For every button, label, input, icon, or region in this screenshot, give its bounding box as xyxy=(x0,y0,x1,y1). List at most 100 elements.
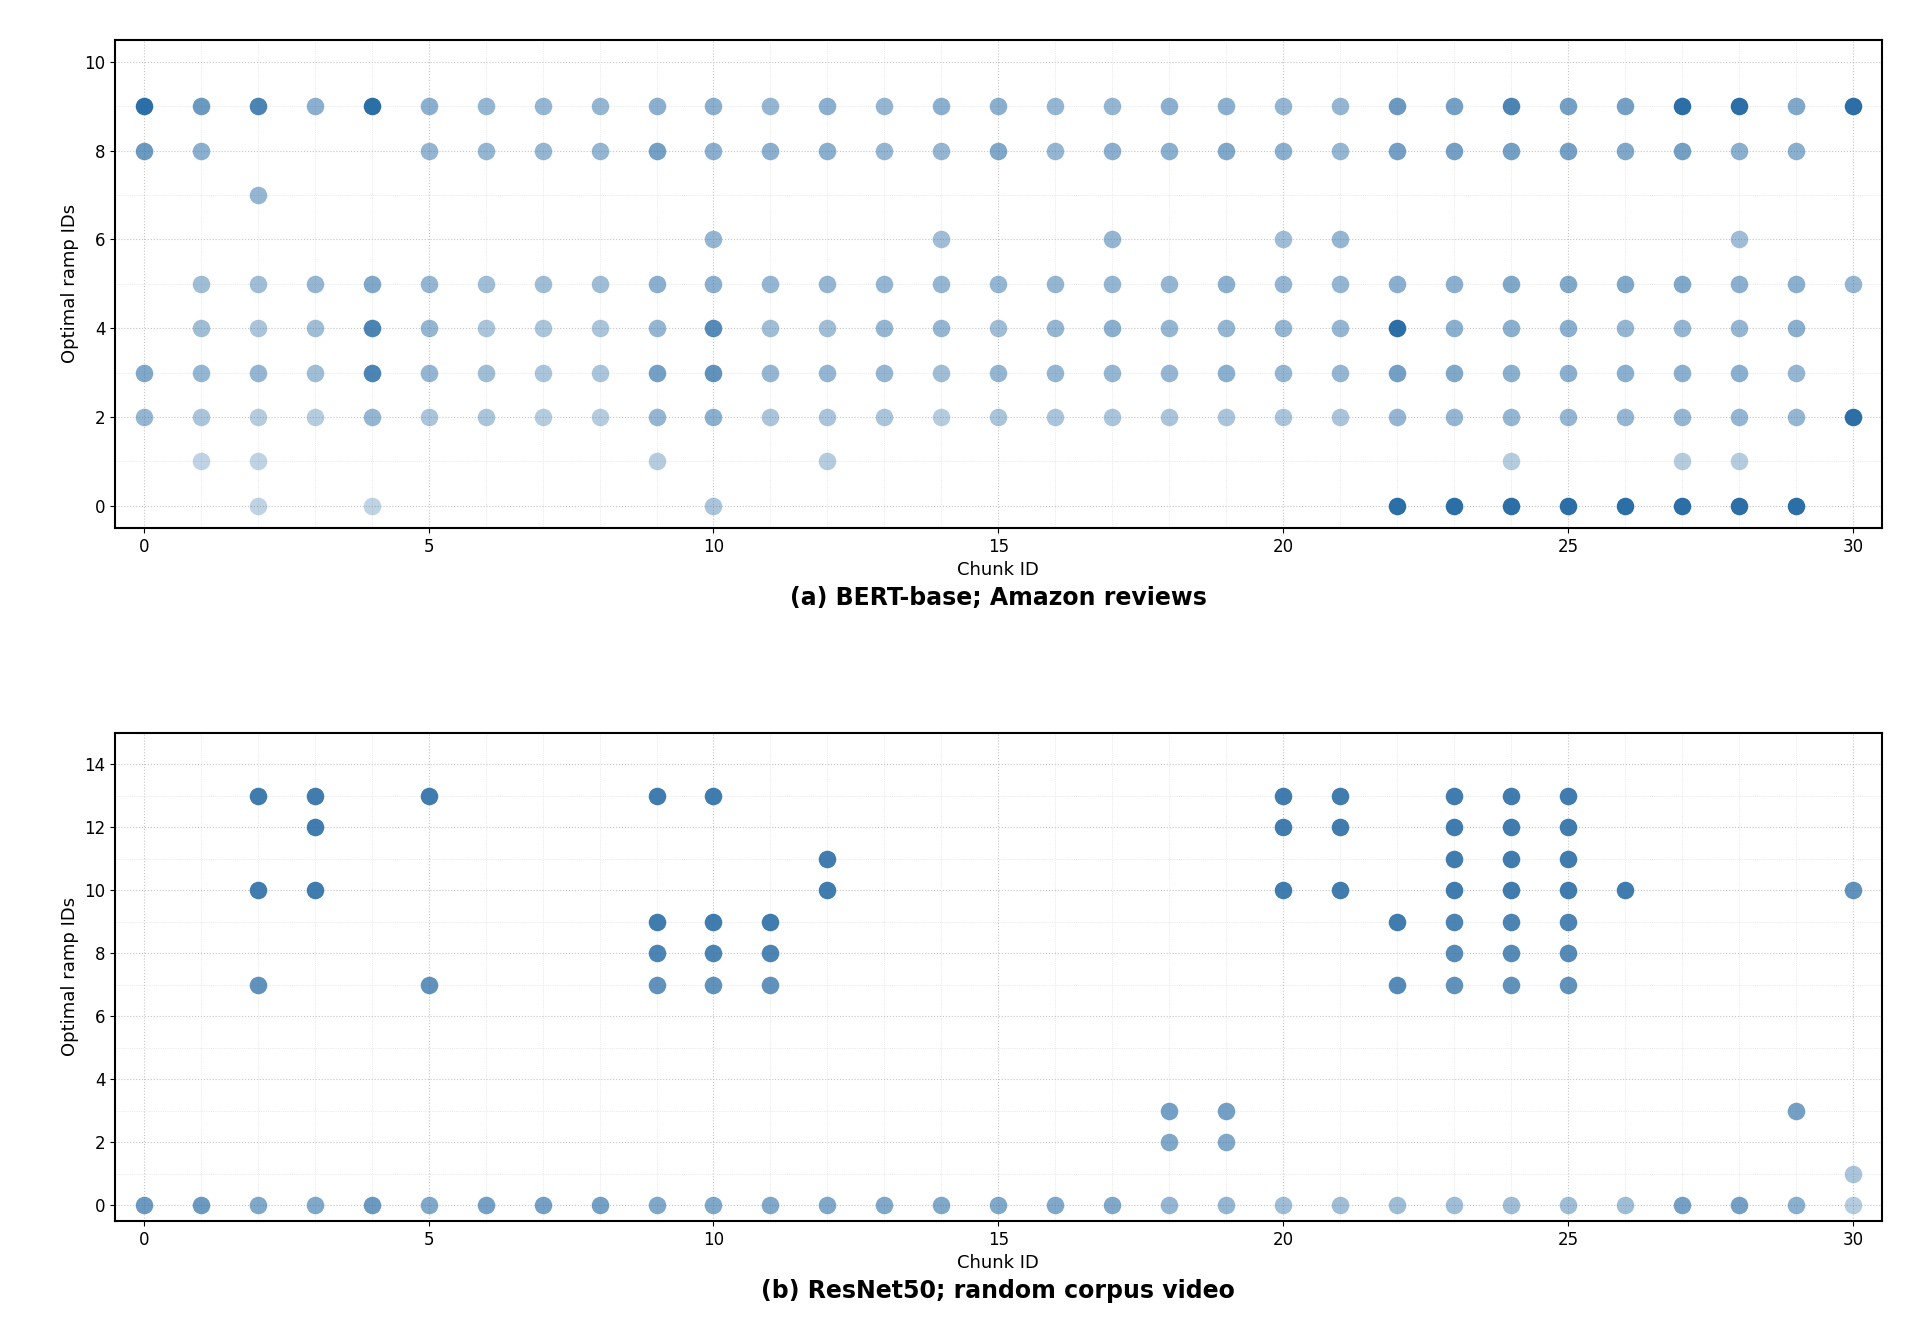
Point xyxy=(641,1194,672,1216)
Point xyxy=(1325,880,1356,901)
Point xyxy=(242,96,273,117)
Point xyxy=(1438,880,1469,901)
Point xyxy=(1438,942,1469,963)
Point xyxy=(641,912,672,933)
Point xyxy=(870,406,900,427)
Point xyxy=(1837,406,1868,427)
Point xyxy=(1096,1194,1127,1216)
Point xyxy=(242,406,273,427)
Point xyxy=(870,273,900,295)
Point xyxy=(413,362,444,384)
Point xyxy=(1154,1132,1185,1153)
Point xyxy=(1438,816,1469,837)
Point xyxy=(1041,317,1071,338)
Point xyxy=(129,1194,159,1216)
Point xyxy=(1382,406,1413,427)
Point xyxy=(242,786,273,807)
Point xyxy=(641,942,672,963)
Point xyxy=(300,816,330,837)
Point xyxy=(641,786,672,807)
Point xyxy=(1154,1100,1185,1121)
Point xyxy=(1667,406,1697,427)
Point xyxy=(1780,495,1811,516)
Point xyxy=(1325,406,1356,427)
Point xyxy=(1724,96,1755,117)
Point xyxy=(1724,317,1755,338)
Point xyxy=(755,1194,785,1216)
Point xyxy=(357,317,388,338)
Point xyxy=(1837,1162,1868,1184)
Point xyxy=(925,96,956,117)
Point xyxy=(1325,786,1356,807)
Point xyxy=(528,141,559,162)
Point xyxy=(699,228,730,249)
Point xyxy=(1496,880,1526,901)
Point xyxy=(1438,273,1469,295)
Point xyxy=(1553,1194,1584,1216)
Point xyxy=(1438,495,1469,516)
Point xyxy=(470,317,501,338)
Point xyxy=(1609,273,1640,295)
Point xyxy=(1553,880,1584,901)
Point xyxy=(1496,786,1526,807)
Point xyxy=(699,362,730,384)
Point xyxy=(1667,96,1697,117)
Point xyxy=(812,1194,843,1216)
Point xyxy=(755,273,785,295)
Point xyxy=(1724,228,1755,249)
Point xyxy=(1496,942,1526,963)
Point xyxy=(186,1194,217,1216)
Point xyxy=(186,141,217,162)
Point xyxy=(413,1194,444,1216)
Point xyxy=(1041,406,1071,427)
X-axis label: Chunk ID: Chunk ID xyxy=(958,561,1039,579)
Point xyxy=(1325,228,1356,249)
Point xyxy=(413,96,444,117)
Point xyxy=(1667,362,1697,384)
Point xyxy=(641,451,672,472)
Point xyxy=(1267,406,1298,427)
Point xyxy=(812,848,843,869)
Point xyxy=(1609,495,1640,516)
Point xyxy=(1780,96,1811,117)
Point xyxy=(1438,96,1469,117)
Point xyxy=(870,96,900,117)
Point xyxy=(1837,1194,1868,1216)
Point xyxy=(1382,273,1413,295)
Point xyxy=(470,141,501,162)
Point xyxy=(1553,141,1584,162)
Title: (a) BERT-base; Amazon reviews: (a) BERT-base; Amazon reviews xyxy=(789,585,1208,609)
Title: (b) ResNet50; random corpus video: (b) ResNet50; random corpus video xyxy=(762,1279,1235,1303)
Point xyxy=(983,362,1014,384)
Point xyxy=(641,317,672,338)
Point xyxy=(1553,848,1584,869)
Point xyxy=(1496,816,1526,837)
Point xyxy=(1780,406,1811,427)
Point xyxy=(1267,786,1298,807)
Point xyxy=(1780,1194,1811,1216)
Point xyxy=(1096,273,1127,295)
Point xyxy=(1609,141,1640,162)
Point xyxy=(1553,786,1584,807)
Point xyxy=(1096,362,1127,384)
Point xyxy=(1438,786,1469,807)
Point xyxy=(1496,362,1526,384)
Point xyxy=(812,451,843,472)
Point xyxy=(413,974,444,995)
Point xyxy=(300,362,330,384)
Point xyxy=(300,786,330,807)
Point xyxy=(699,96,730,117)
Point xyxy=(413,273,444,295)
Point xyxy=(470,96,501,117)
Point xyxy=(699,273,730,295)
Point xyxy=(812,362,843,384)
Point xyxy=(1154,317,1185,338)
Point xyxy=(812,880,843,901)
Point xyxy=(413,317,444,338)
Point xyxy=(641,273,672,295)
Point xyxy=(1780,141,1811,162)
Point xyxy=(1096,141,1127,162)
Point xyxy=(1382,317,1413,338)
Point xyxy=(641,974,672,995)
Point xyxy=(584,406,614,427)
